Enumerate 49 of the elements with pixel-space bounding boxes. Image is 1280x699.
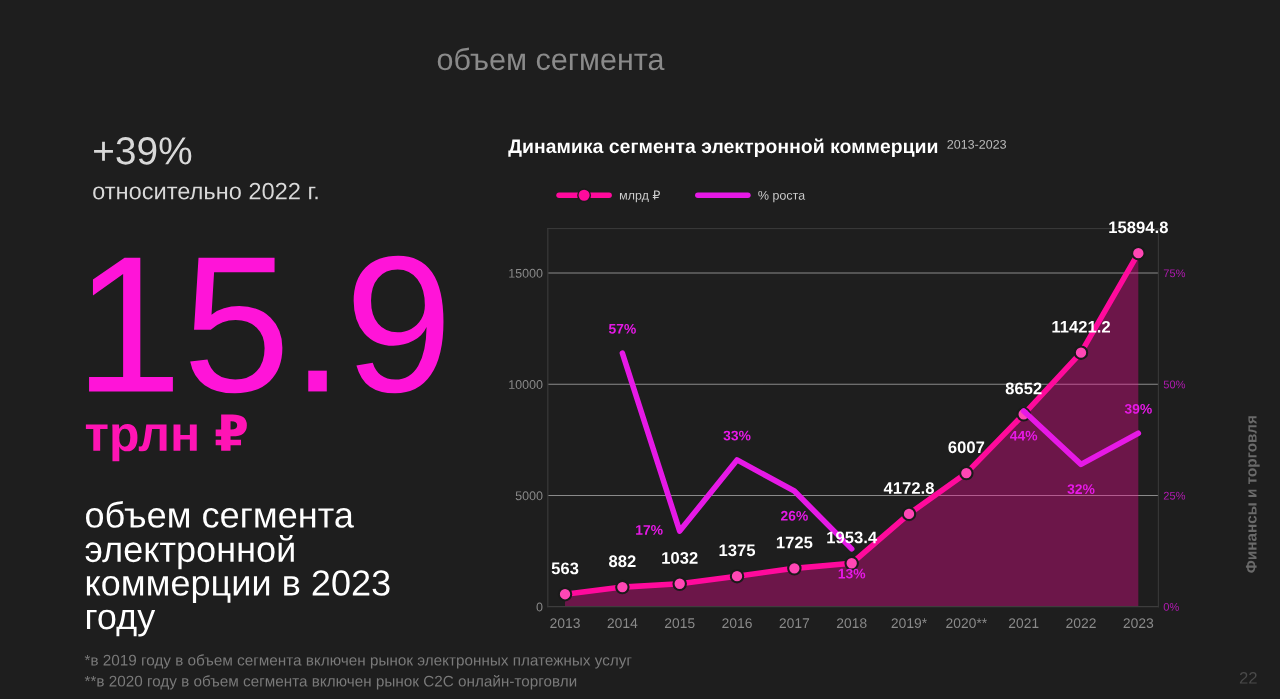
text: **в 2020 году в объем сегмента включен рынок C2C онлайн-торговли xyxy=(84,675,577,690)
chart-subtitle: 2013-2023 xyxy=(947,139,1007,149)
x-tick-label: 2015 xyxy=(664,618,695,629)
text: трлн ₽ xyxy=(85,414,247,462)
x-tick-label: 2016 xyxy=(722,618,752,629)
x-tick-label: 2014 xyxy=(607,618,638,629)
data-label: 39% xyxy=(1124,403,1152,414)
x-tick-label: 2021 xyxy=(1008,618,1039,629)
legend-label: % роста xyxy=(758,190,806,203)
data-label: 563 xyxy=(551,562,579,575)
chart-title: Динамика сегмента электронной коммерции xyxy=(508,138,938,157)
data-label: 32% xyxy=(1067,484,1095,495)
text: *в 2019 году в объем сегмента включен рынок электронных платежных услуг xyxy=(84,654,632,669)
x-tick-label: 2020** xyxy=(946,618,987,629)
x-tick-label: 2017 xyxy=(779,618,810,629)
y2-tick-label: 75% xyxy=(1163,269,1186,278)
x-tick-label: 2022 xyxy=(1066,618,1096,629)
x-tick-label: 2018 xyxy=(836,618,867,629)
data-label: 882 xyxy=(608,555,636,568)
text: относительно 2022 г. xyxy=(93,182,318,200)
data-label: 17% xyxy=(636,525,663,535)
text: +39% xyxy=(94,137,192,165)
data-label: 57% xyxy=(608,323,636,334)
y2-tick-label: 25% xyxy=(1163,491,1186,500)
text: 15.9 xyxy=(89,255,444,394)
data-label: 1725 xyxy=(776,536,813,549)
x-tick-label: 2019* xyxy=(891,618,927,629)
text: объем сегмента xyxy=(437,47,665,71)
text: объем сегмента электронной коммерции в 2023 году xyxy=(85,501,390,637)
y-tick-label: 5000 xyxy=(515,491,543,501)
data-label: 1375 xyxy=(719,544,756,557)
y-tick-label: 10000 xyxy=(509,380,543,389)
y-tick-label: 15000 xyxy=(509,268,543,278)
text: Финансы и торговля xyxy=(1245,416,1260,573)
data-label: 26% xyxy=(780,510,808,521)
data-label: 33% xyxy=(723,430,751,441)
data-label: 13% xyxy=(838,568,866,579)
data-label: 4172.8 xyxy=(883,482,934,494)
data-label: 8652 xyxy=(1005,382,1042,395)
y2-tick-label: 0% xyxy=(1163,603,1179,611)
x-tick-label: 2023 xyxy=(1123,618,1154,629)
data-label: 15894.8 xyxy=(1109,221,1168,234)
data-label: 44% xyxy=(1009,430,1038,441)
x-tick-label: 2013 xyxy=(550,618,580,629)
y-tick-label: 0 xyxy=(536,602,543,612)
legend-label: млрд ₽ xyxy=(619,190,660,203)
y2-tick-label: 50% xyxy=(1163,380,1186,389)
data-label: 1032 xyxy=(662,552,698,564)
data-label: 6007 xyxy=(948,441,985,454)
